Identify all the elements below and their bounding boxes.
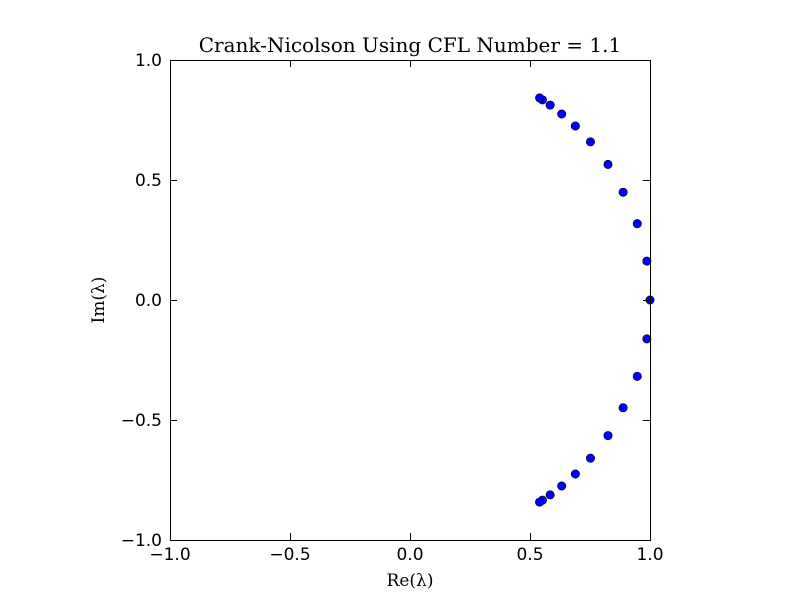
data-point-20 — [535, 497, 545, 507]
data-point-4 — [603, 159, 613, 169]
data-point-10 — [535, 93, 545, 103]
y-tick-label-3: 0.5 — [135, 171, 162, 191]
data-point-17 — [557, 481, 567, 491]
chart-title: Crank-Nicolson Using CFL Number = 1.1 — [199, 33, 621, 57]
y-tick-label-4: 1.0 — [135, 51, 162, 71]
data-point-13 — [618, 403, 628, 413]
data-point-3 — [618, 187, 628, 197]
data-point-16 — [570, 469, 580, 479]
points-layer — [535, 93, 655, 507]
data-point-14 — [603, 431, 613, 441]
data-point-8 — [545, 100, 555, 110]
x-tick-label-4: 1.0 — [636, 545, 663, 565]
data-point-5 — [585, 137, 595, 147]
data-point-6 — [570, 121, 580, 131]
y-axis-label: Im(λ) — [89, 277, 109, 324]
x-tick-label-2: 0.0 — [396, 545, 423, 565]
data-point-15 — [585, 453, 595, 463]
x-axis-label: Re(λ) — [387, 571, 434, 591]
data-point-2 — [632, 219, 642, 229]
data-point-12 — [632, 371, 642, 381]
x-tick-label-1: −0.5 — [269, 545, 310, 565]
data-point-18 — [545, 490, 555, 500]
data-point-1 — [642, 256, 652, 266]
y-tick-label-2: 0.0 — [135, 291, 162, 311]
data-point-7 — [557, 109, 567, 119]
y-tick-label-0: −1.0 — [121, 531, 162, 551]
y-tick-label-1: −0.5 — [121, 411, 162, 431]
plot-frame — [170, 60, 651, 541]
x-tick-label-0: −1.0 — [149, 545, 190, 565]
x-tick-label-3: 0.5 — [516, 545, 543, 565]
data-point-11 — [642, 334, 652, 344]
ticks-layer: −1.0 −0.5 0.0 0.5 1.0 −1.0 −0.5 0.0 0.5 1.0 — [121, 51, 664, 565]
